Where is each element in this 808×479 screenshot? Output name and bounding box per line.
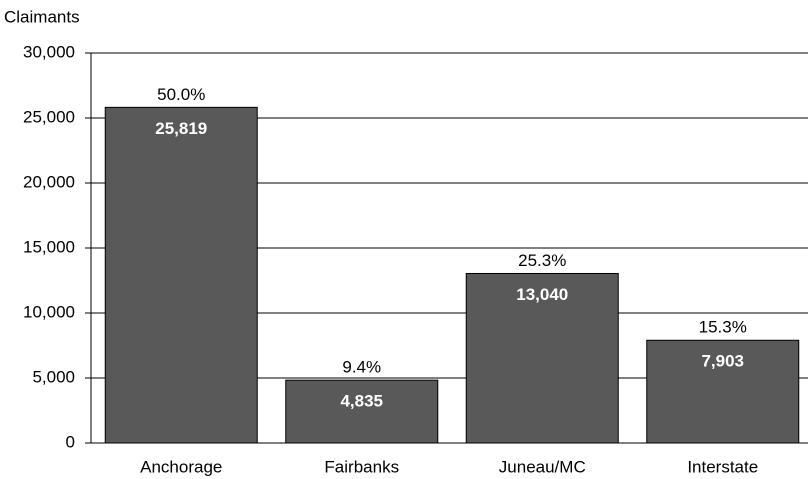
percent-label: 9.4%: [342, 358, 381, 377]
y-tick-label: 20,000: [23, 172, 75, 191]
x-tick-label: Anchorage: [140, 457, 222, 476]
y-tick-label: 30,000: [23, 42, 75, 61]
x-tick-label: Interstate: [687, 457, 758, 476]
y-tick-label: 5,000: [32, 367, 75, 386]
x-tick-label: Juneau/MC: [499, 457, 586, 476]
value-label: 13,040: [516, 285, 568, 304]
y-tick-label: 25,000: [23, 107, 75, 126]
bar: [646, 339, 800, 444]
y-tick-label: 10,000: [23, 302, 75, 321]
y-tick-label: 0: [66, 432, 75, 451]
percent-label: 25.3%: [518, 251, 566, 270]
percent-label: 15.3%: [699, 318, 747, 337]
value-label: 7,903: [701, 352, 744, 371]
bar: [285, 379, 439, 444]
x-tick-label: Fairbanks: [324, 457, 399, 476]
y-tick-label: 15,000: [23, 237, 75, 256]
percent-label: 50.0%: [157, 85, 205, 104]
y-axis-label: Claimants: [4, 7, 80, 26]
bar: [465, 272, 619, 444]
value-label: 25,819: [155, 119, 207, 138]
bar: [104, 106, 258, 444]
value-label: 4,835: [340, 392, 383, 411]
